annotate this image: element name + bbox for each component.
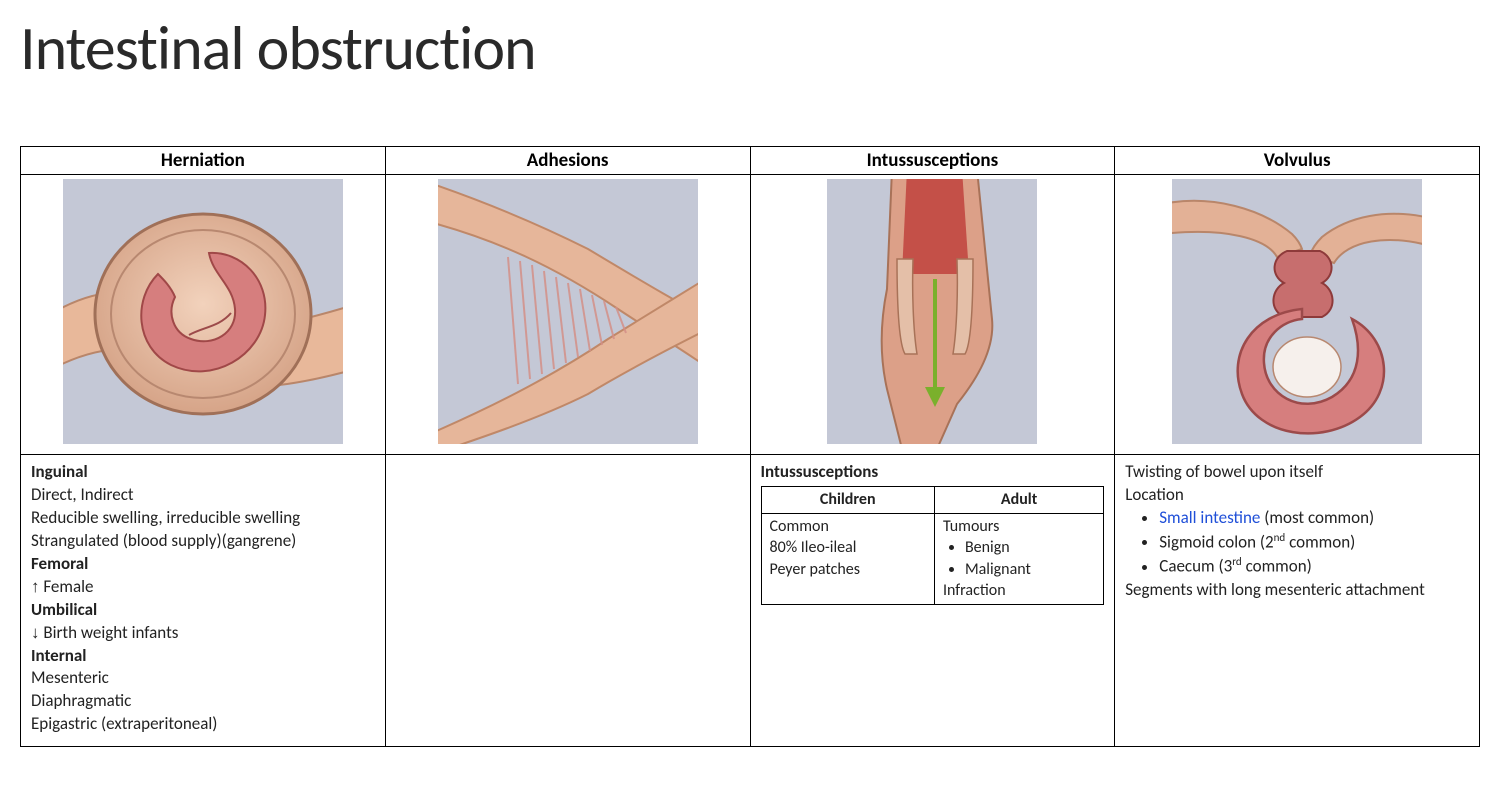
herniation-l4: Female: [43, 576, 93, 597]
volvulus-l3: Segments with long mesenteric attachment: [1125, 579, 1425, 600]
herniation-h1: Inguinal: [31, 461, 88, 482]
col-herniation: Herniation: [21, 147, 386, 175]
intuss-title: Intussusceptions: [761, 461, 879, 482]
intuss-col-adult: Adult: [934, 486, 1103, 513]
herniation-l2: Reducible swelling, irreducible swelling: [31, 507, 300, 528]
herniation-desc: Inguinal Direct, Indirect Reducible swel…: [21, 455, 386, 747]
volvulus-b2-sup: nd: [1274, 530, 1286, 544]
intussusceptions-desc: Intussusceptions Children Adult Common 8…: [750, 455, 1115, 747]
volvulus-b3-sup: rd: [1232, 554, 1242, 568]
intuss-col-children: Children: [761, 486, 934, 513]
volvulus-b2: Sigmoid colon (2nd common): [1159, 530, 1469, 555]
herniation-l3: Strangulated (blood supply)(gangrene): [31, 530, 296, 551]
desc-row: Inguinal Direct, Indirect Reducible swel…: [21, 455, 1480, 747]
intuss-c1-l3: Peyer patches: [770, 560, 860, 579]
volvulus-l2: Location: [1125, 484, 1184, 505]
col-volvulus: Volvulus: [1115, 147, 1480, 175]
intuss-adult-cell: Tumours Benign Malignant Infraction: [934, 513, 1103, 604]
volvulus-b3-suf: common): [1242, 556, 1312, 577]
volvulus-desc: Twisting of bowel upon itself Location S…: [1115, 455, 1480, 747]
intuss-c2-b1: Benign: [965, 537, 1095, 559]
intussusceptions-icon: [827, 179, 1037, 444]
herniation-icon: [63, 179, 343, 444]
intuss-c2-l1: Tumours: [943, 517, 999, 536]
intuss-c2-l2: Infraction: [943, 581, 1006, 600]
herniation-h4: Internal: [31, 645, 86, 666]
down-arrow-icon: ↓: [31, 623, 40, 642]
herniation-l6: Mesenteric: [31, 667, 109, 688]
herniation-l7: Diaphragmatic: [31, 690, 131, 711]
page-title: Intestinal obstruction: [20, 10, 1480, 86]
herniation-h3: Umbilical: [31, 599, 97, 620]
volvulus-b2-suf: common): [1285, 531, 1355, 552]
volvulus-b1-suf: (most common): [1260, 507, 1374, 528]
intussusceptions-image: [750, 175, 1115, 455]
intuss-inner-table: Children Adult Common 80% Ileo-ileal Pey…: [761, 486, 1105, 605]
col-intussusceptions: Intussusceptions: [750, 147, 1115, 175]
volvulus-image: [1115, 175, 1480, 455]
herniation-image: [21, 175, 386, 455]
col-adhesions: Adhesions: [385, 147, 750, 175]
volvulus-b1: Small intestine (most common): [1159, 507, 1469, 530]
intuss-children-cell: Common 80% Ileo-ileal Peyer patches: [761, 513, 934, 604]
herniation-l5: Birth weight infants: [43, 622, 178, 643]
herniation-l1: Direct, Indirect: [31, 484, 134, 505]
adhesions-image: [385, 175, 750, 455]
volvulus-l1: Twisting of bowel upon itself: [1125, 461, 1323, 482]
adhesions-desc: [385, 455, 750, 747]
up-arrow-icon: ↑: [31, 577, 40, 596]
volvulus-b1-link: Small intestine: [1159, 507, 1260, 528]
obstruction-table: Herniation Adhesions Intussusceptions Vo…: [20, 146, 1480, 747]
herniation-h2: Femoral: [31, 553, 88, 574]
adhesions-icon: [438, 179, 698, 444]
intuss-c1-l2: 80% Ileo-ileal: [770, 538, 857, 557]
volvulus-b3: Caecum (3rd common): [1159, 554, 1469, 579]
image-row: [21, 175, 1480, 455]
intuss-c1-l1: Common: [770, 517, 829, 536]
herniation-l8: Epigastric (extraperitoneal): [31, 713, 217, 734]
volvulus-b2-pre: Sigmoid colon (2: [1159, 531, 1273, 552]
table-header-row: Herniation Adhesions Intussusceptions Vo…: [21, 147, 1480, 175]
volvulus-icon: [1172, 179, 1422, 444]
volvulus-b3-pre: Caecum (3: [1159, 556, 1232, 577]
intuss-c2-b2: Malignant: [965, 559, 1095, 581]
